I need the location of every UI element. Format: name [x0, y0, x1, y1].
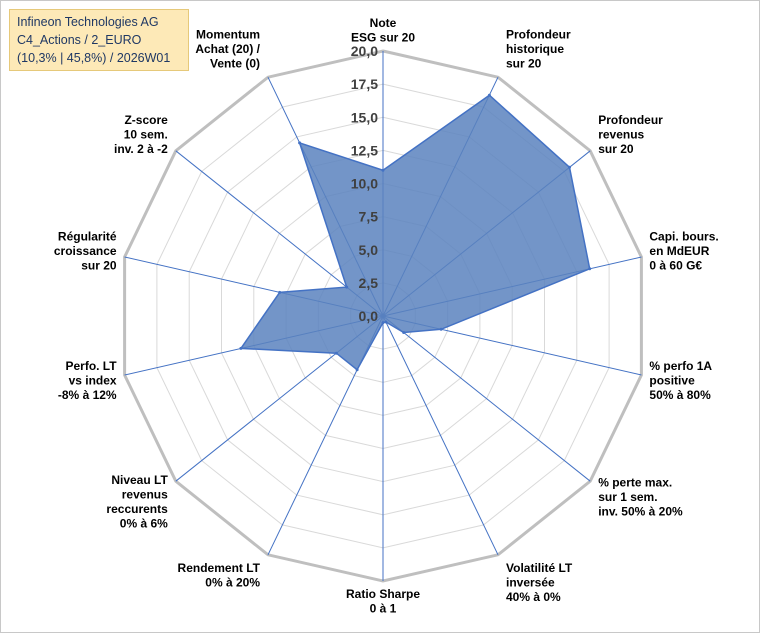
axis-label-line: reccurents: [106, 502, 168, 516]
axis-label-line: Rendement LT: [178, 561, 261, 575]
axis-label-line: % perfo 1A: [649, 359, 712, 373]
axis-label-line: en MdEUR: [649, 244, 709, 258]
axis-label-line: Perfo. LT: [65, 359, 117, 373]
data-point: [381, 321, 385, 325]
axis-label: Z-score 10 sem. inv. 2 à -2: [114, 113, 168, 156]
data-point: [568, 165, 571, 169]
tick-label: 17,5: [351, 76, 378, 92]
chart-period: (10,3% | 45,8%) / 2026W01: [17, 51, 171, 65]
axis-label-line: 0 à 60 G€: [649, 259, 702, 273]
axis-label-line: 0% à 6%: [120, 516, 168, 530]
axis-label-line: Volatilité LT: [506, 561, 573, 575]
tick-label: 2,5: [359, 275, 379, 291]
axis-label: Rendement LT 0% à 20%: [178, 561, 261, 590]
tick-label: 0,0: [359, 308, 379, 324]
tick-label: 12,5: [351, 142, 378, 158]
axis-label: Régularité croissance sur 20: [54, 230, 117, 273]
tick-label: 7,5: [359, 209, 379, 225]
axis-label-line: inv. 2 à -2: [114, 142, 168, 156]
axis-label: Ratio Sharpe 0 à 1: [346, 587, 420, 616]
data-point: [239, 346, 243, 350]
chart-subtitle: C4_Actions / 2_EURO: [17, 33, 142, 47]
data-point: [588, 267, 592, 271]
axis-label-line: Profondeur: [506, 28, 571, 42]
tick-label: 15,0: [351, 109, 378, 125]
axis-label-line: sur 20: [81, 259, 117, 273]
axis-label-line: Ratio Sharpe: [346, 587, 420, 601]
axis-label: Niveau LT revenus reccurents 0% à 6%: [106, 473, 168, 531]
data-point: [487, 93, 491, 97]
axis-label-line: 10 sem.: [124, 128, 168, 142]
data-point: [439, 327, 443, 331]
axis-label-line: Niveau LT: [111, 473, 168, 487]
axis-label: Perfo. LT vs index -8% à 12%: [58, 359, 117, 402]
axis-label-line: sur 20: [598, 142, 634, 156]
axis-label-line: ESG sur 20: [351, 31, 415, 45]
axis-label: Volatilité LT inversée 40% à 0%: [506, 561, 573, 604]
axis-label: Capi. bours. en MdEUR 0 à 60 G€: [649, 230, 718, 273]
axis-label-line: sur 1 sem.: [598, 490, 657, 504]
axis-label-line: Z-score: [124, 113, 168, 127]
tick-label: 20,0: [351, 43, 378, 59]
data-point: [402, 331, 406, 334]
axis-label-line: Capi. bours.: [649, 230, 718, 244]
data-point: [345, 285, 349, 289]
axis-label: % perte max. sur 1 sem. inv. 50% à 20%: [598, 476, 683, 519]
axis-label-line: % perte max.: [598, 476, 672, 490]
axis-label-line: Note: [370, 16, 397, 30]
axis-label-line: sur 20: [506, 57, 542, 71]
data-point: [384, 320, 388, 324]
axis-label: Note ESG sur 20: [351, 16, 415, 45]
axis-label-line: Momentum: [196, 28, 260, 42]
data-point: [355, 368, 359, 372]
spoke: [382, 315, 591, 482]
axis-label: Profondeur historique sur 20: [506, 28, 571, 71]
chart-title: Infineon Technologies AG: [17, 15, 159, 29]
title-box: Infineon Technologies AG C4_Actions / 2_…: [9, 9, 189, 71]
axis-label-line: vs index: [69, 373, 117, 387]
series-area: [239, 94, 591, 371]
axis-label-line: croissance: [54, 244, 117, 258]
axis-label-line: inv. 50% à 20%: [598, 505, 683, 519]
axis-label-line: inversée: [506, 575, 555, 589]
axis-label-line: 40% à 0%: [506, 590, 561, 604]
tick-label: 5,0: [359, 242, 379, 258]
axis-label-line: revenus: [598, 128, 644, 142]
tick-label: 10,0: [351, 176, 378, 192]
axis-label-line: Vente (0): [210, 57, 260, 71]
axis-label-line: Régularité: [58, 230, 117, 244]
axis-label-line: -8% à 12%: [58, 388, 117, 402]
axis-label-line: 0% à 20%: [205, 575, 260, 589]
axis-label-line: historique: [506, 42, 564, 56]
data-point: [298, 141, 302, 145]
spoke: [382, 315, 499, 556]
axis-label-line: revenus: [122, 487, 168, 501]
axis-label-line: 50% à 80%: [649, 388, 711, 402]
axis-label: % perfo 1A positive 50% à 80%: [649, 359, 712, 402]
axis-label: Profondeur revenus sur 20: [598, 113, 663, 156]
axis-label-line: 0 à 1: [370, 602, 397, 616]
data-point: [334, 351, 338, 355]
axis-label: Momentum Achat (20) / Vente (0): [195, 28, 260, 71]
axis-label-line: Achat (20) /: [195, 42, 260, 56]
axis-label-line: Profondeur: [598, 113, 663, 127]
data-point: [381, 168, 385, 172]
axis-label-line: positive: [649, 373, 695, 387]
data-point: [278, 290, 282, 294]
